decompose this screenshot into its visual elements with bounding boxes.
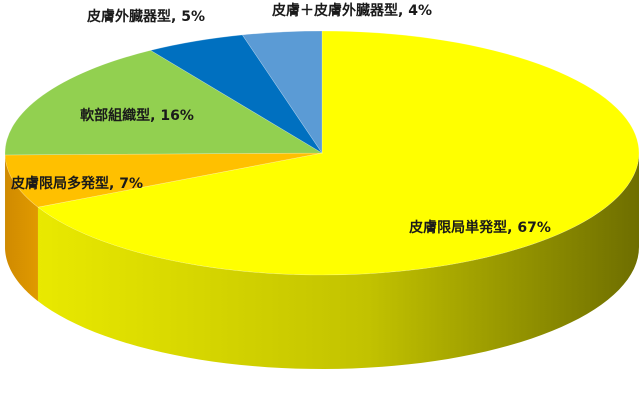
data-label-3: 軟部組織型, 16% [80, 107, 194, 124]
pie-slice-1 [37, 30, 639, 276]
pie-slice-side-1 [37, 153, 639, 369]
pie-sides [5, 153, 639, 369]
data-label-1: 皮膚限局単発型, 67% [408, 219, 551, 236]
pie-slice-2 [4, 152, 323, 208]
pie-labels: 皮膚限局単発型, 67% 皮膚限局多発型, 7% 軟部組織型, 16% 皮膚外臓器型,… [10, 2, 551, 236]
pie-slice-5 [241, 30, 323, 154]
pie-slice-4 [149, 34, 323, 154]
data-label-5: 皮膚＋皮膚外臓器型, 4% [271, 2, 432, 19]
data-label-2: 皮膚限局多発型, 7% [10, 175, 143, 192]
pie-slice-side-2 [5, 154, 38, 302]
pie-slice-3 [4, 50, 324, 156]
data-label-4: 皮膚外臓器型, 5% [86, 8, 205, 25]
pie-tops [4, 30, 639, 276]
